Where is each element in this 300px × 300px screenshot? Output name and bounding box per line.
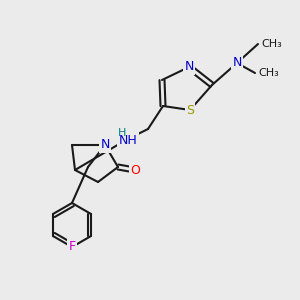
Text: N: N bbox=[184, 61, 194, 74]
Text: N: N bbox=[100, 139, 110, 152]
Text: CH₃: CH₃ bbox=[258, 68, 279, 78]
Text: NH: NH bbox=[118, 134, 137, 146]
Text: H: H bbox=[118, 128, 126, 138]
Text: N: N bbox=[232, 56, 242, 70]
Text: CH₃: CH₃ bbox=[261, 39, 282, 49]
Text: S: S bbox=[186, 103, 194, 116]
Text: F: F bbox=[68, 241, 76, 254]
Text: O: O bbox=[130, 164, 140, 176]
